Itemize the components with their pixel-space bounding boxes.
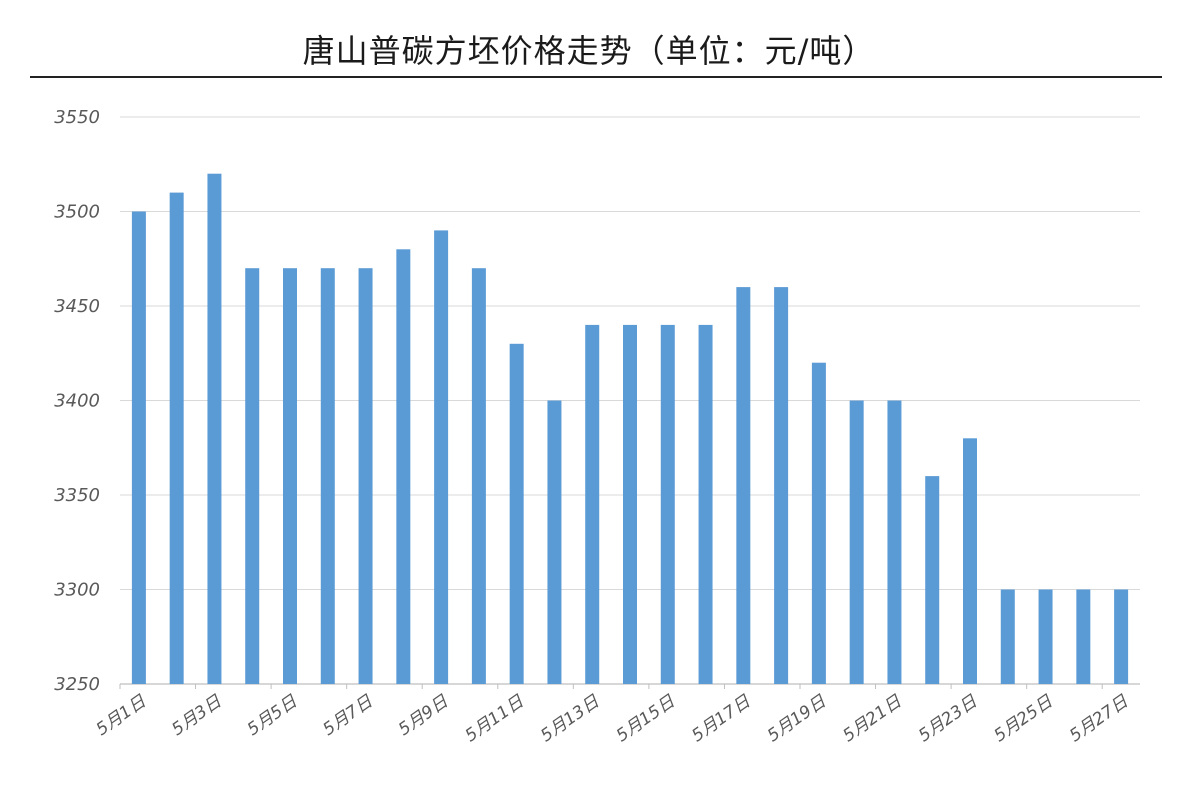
bar (358, 268, 373, 684)
bar (1076, 589, 1091, 684)
bar (1000, 589, 1015, 684)
bar (925, 476, 940, 684)
bar (698, 324, 713, 684)
bar (471, 268, 486, 684)
bar (623, 324, 637, 684)
x-tick-label: 5月9日 (395, 691, 453, 740)
bar (207, 173, 222, 684)
y-tick-label: 3400 (54, 391, 100, 412)
title-underline (30, 76, 1162, 78)
bar (1038, 589, 1053, 684)
x-tick-label: 5月15日 (613, 691, 680, 746)
x-tick-label: 5月17日 (688, 691, 755, 746)
bar (131, 211, 146, 684)
bar (320, 268, 335, 684)
y-tick-label: 3450 (54, 296, 100, 317)
x-tick-label: 5月21日 (839, 691, 906, 746)
bar (887, 400, 902, 684)
bar (736, 287, 751, 684)
bar (774, 287, 789, 684)
x-tick-label: 5月19日 (764, 691, 831, 746)
x-tick-label: 5月5日 (244, 691, 302, 740)
bar (585, 324, 600, 684)
bar (245, 268, 260, 684)
bar (396, 249, 411, 685)
bar (963, 438, 977, 684)
y-tick-label: 3500 (54, 202, 100, 223)
bar (547, 400, 562, 684)
bar (1114, 589, 1129, 684)
bar (849, 400, 864, 684)
bar (811, 362, 826, 684)
x-tick-label: 5月27日 (1066, 691, 1133, 746)
x-tick-label: 5月11日 (462, 691, 529, 746)
bar (509, 343, 524, 684)
x-tick-label: 5月25日 (991, 691, 1058, 746)
x-tick-label: 5月13日 (537, 691, 604, 746)
y-tick-label: 3550 (54, 107, 100, 128)
y-tick-label: 3300 (54, 580, 100, 601)
bar (169, 192, 184, 684)
x-tick-label: 5月7日 (319, 691, 377, 740)
bar (434, 230, 449, 684)
x-tick-label: 5月3日 (168, 691, 226, 740)
x-tick-label: 5月1日 (93, 691, 151, 740)
y-tick-label: 3250 (54, 674, 100, 695)
chart-title: 唐山普碳方坯价格走势（单位：元/吨） (302, 32, 876, 70)
x-tick-label: 5月23日 (915, 691, 982, 746)
y-tick-label: 3350 (54, 485, 100, 506)
bar (660, 324, 675, 684)
bar (283, 268, 297, 684)
